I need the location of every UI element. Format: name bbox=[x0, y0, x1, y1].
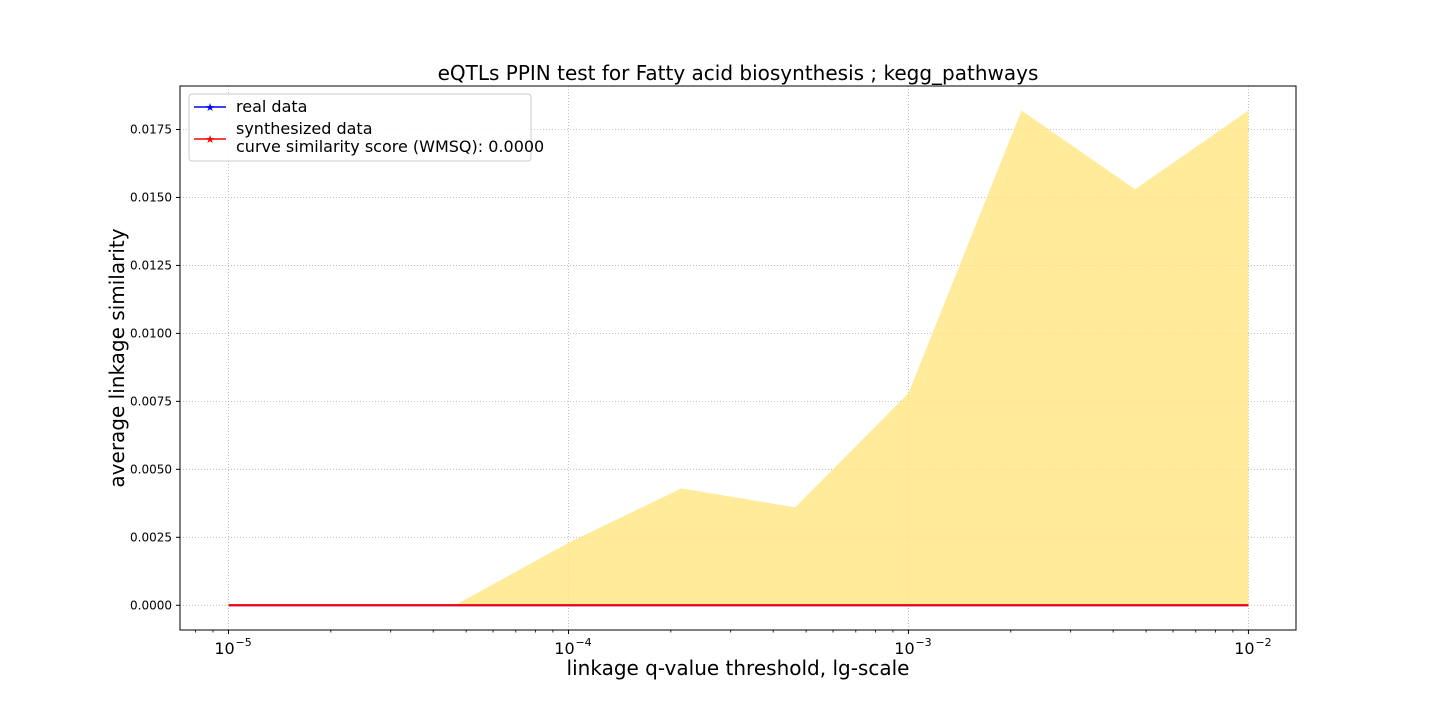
y-axis-label: average linkage similarity bbox=[105, 228, 129, 487]
x-tick-exponent: −3 bbox=[915, 636, 931, 649]
x-tick-label: 10 bbox=[554, 639, 574, 658]
legend-label-synth: synthesized data bbox=[236, 119, 373, 138]
y-tick-label: 0.0100 bbox=[130, 326, 172, 340]
x-axis-ticks: 10 −5 10 −4 10 −3 10 −2 bbox=[195, 630, 1272, 658]
legend-label-real: real data bbox=[236, 97, 307, 116]
x-tick-label: 10 bbox=[894, 639, 914, 658]
legend-marker-synth: ★ bbox=[205, 133, 215, 146]
plot-frame bbox=[179, 85, 1297, 631]
x-axis-label: linkage q-value threshold, lg-scale bbox=[567, 656, 910, 680]
quantile-band bbox=[228, 110, 1249, 606]
y-tick-label: 0.0000 bbox=[130, 598, 172, 612]
x-tick-exponent: −5 bbox=[236, 636, 252, 649]
x-tick-exponent: −4 bbox=[575, 636, 591, 649]
legend-score: curve similarity score (WMSQ): 0.0000 bbox=[236, 137, 544, 156]
y-tick-label: 0.0075 bbox=[130, 394, 172, 408]
y-tick-label: 0.0025 bbox=[130, 530, 172, 544]
chart-title: eQTLs PPIN test for Fatty acid biosynthe… bbox=[438, 61, 1039, 85]
plot-area: 10 −5 10 −4 10 −3 10 −2 0.00000.00250.00500.007… bbox=[130, 85, 1297, 658]
legend: ★ real data ★ synthesized data curve sim… bbox=[188, 93, 544, 162]
quantile-band-area bbox=[228, 110, 1249, 606]
legend-box bbox=[188, 93, 532, 162]
y-tick-label: 0.0175 bbox=[130, 122, 172, 136]
x-tick-label: 10 bbox=[214, 639, 234, 658]
y-tick-label: 0.0050 bbox=[130, 462, 172, 476]
y-axis-ticks: 0.0000 0.0025 0.0050 0.0075 0.0100 0.0125 0.01… bbox=[130, 122, 180, 612]
x-tick-label: 10 bbox=[1234, 639, 1254, 658]
y-tick-label: 0.0125 bbox=[130, 258, 172, 272]
x-tick-exponent: −2 bbox=[1255, 636, 1271, 649]
y-tick-label: 0.0150 bbox=[130, 190, 172, 204]
legend-marker-real: ★ bbox=[205, 101, 215, 114]
